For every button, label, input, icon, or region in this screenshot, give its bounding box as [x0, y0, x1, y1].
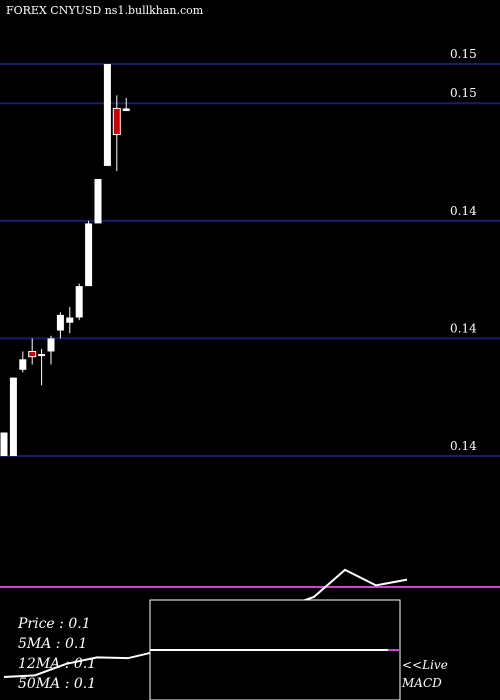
price-chart: 0.15 0.15 0.14 0.14 0.14: [0, 47, 500, 457]
ma50-readout: 50MA : 0.1: [18, 676, 97, 692]
candle-body: [94, 178, 102, 224]
candle-body: [112, 107, 121, 136]
macd-label: MACD: [402, 676, 442, 690]
candle-body: [47, 338, 55, 352]
y-tick-label: 0.15: [450, 86, 477, 100]
live-label[interactable]: <<Live: [402, 658, 448, 672]
candle-body: [66, 317, 74, 323]
y-tick-label: 0.15: [450, 47, 477, 61]
y-tick-label: 0.14: [450, 321, 477, 335]
candle-body: [85, 223, 93, 287]
chart-header: FOREX CNYUSD ns1.bullkhan.com: [6, 4, 204, 17]
candle-body: [75, 286, 83, 318]
y-tick-label: 0.14: [450, 439, 477, 453]
ma5-readout: 5MA : 0.1: [18, 636, 88, 652]
candle-body: [9, 377, 17, 456]
price-readout: Price : 0.1: [18, 616, 91, 632]
candle-body: [28, 350, 37, 358]
candle-body: [103, 64, 111, 166]
candle-body: [122, 108, 130, 112]
candle-body: [0, 432, 8, 456]
ma12-readout: 12MA : 0.1: [18, 656, 97, 672]
candle-body: [56, 314, 64, 331]
y-tick-label: 0.14: [450, 204, 477, 218]
candle-body: [38, 354, 46, 357]
candle-body: [19, 359, 27, 370]
